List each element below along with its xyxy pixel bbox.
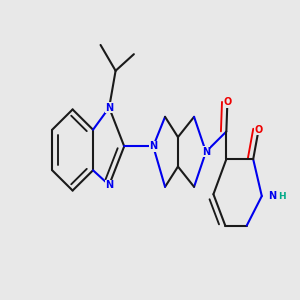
Text: O: O [223,97,232,107]
Text: N: N [149,141,157,151]
Text: N: N [105,103,113,112]
Text: N: N [268,191,276,201]
Text: H: H [278,192,286,201]
Text: O: O [254,125,263,135]
Text: N: N [202,147,210,157]
Text: N: N [105,180,113,190]
